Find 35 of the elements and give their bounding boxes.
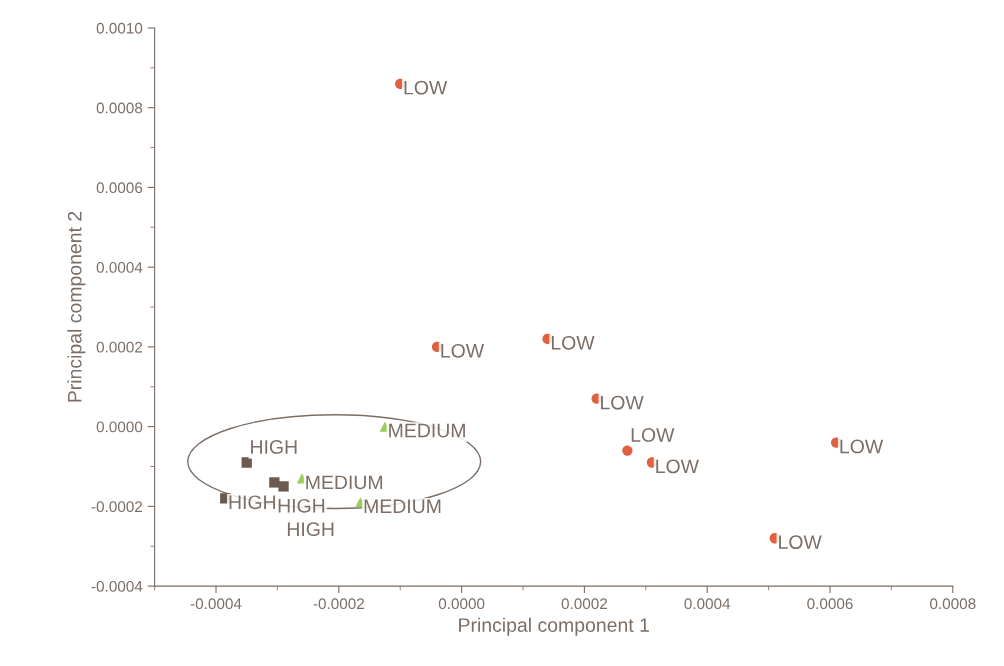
series-label: HIGH (229, 495, 276, 510)
x-tick-label: -0.0004 (190, 598, 242, 610)
x-tick-label: -0.0002 (313, 598, 364, 610)
x-tick-label: 0.0000 (438, 598, 485, 610)
x-tick-label: 0.0004 (684, 598, 731, 610)
text: HIGH (278, 498, 325, 513)
text: LOW (631, 428, 675, 442)
y-tick-label: 0.0008 (96, 102, 143, 114)
series-label: MEDIUM (306, 475, 382, 490)
text: HIGH (287, 522, 334, 537)
y-tick-label: 0.0004 (96, 262, 143, 273)
y-axis-title: Principal component 2 (67, 211, 86, 402)
text: MEDIUM (364, 499, 441, 514)
text: LOW (656, 459, 699, 474)
series-label: LOW (404, 80, 448, 95)
x-tick-label: 0.0008 (930, 598, 976, 610)
text: HIGH (251, 440, 297, 454)
text: LOW (441, 343, 485, 358)
y-tick-label: 0.0002 (96, 341, 143, 353)
x-axis-title: Principal component 1 (459, 617, 649, 636)
x-tick-label: 0.0006 (807, 598, 853, 610)
point (622, 445, 633, 456)
text: LOW (840, 439, 884, 454)
y-tick-label: -0.0002 (91, 501, 143, 513)
y-tick-label: -0.0004 (91, 580, 143, 592)
text: MEDIUM (389, 423, 465, 438)
y-tick-label: 0.0000 (96, 421, 143, 433)
text: LOW (551, 335, 595, 350)
point (278, 481, 289, 492)
y-tick-label: 0.0006 (96, 182, 143, 194)
y-tick-label: 0.0010 (96, 22, 143, 34)
point (241, 457, 252, 468)
text: LOW (601, 395, 644, 410)
text: LOW (779, 535, 822, 550)
x-tick-label: 0.0002 (561, 598, 607, 610)
